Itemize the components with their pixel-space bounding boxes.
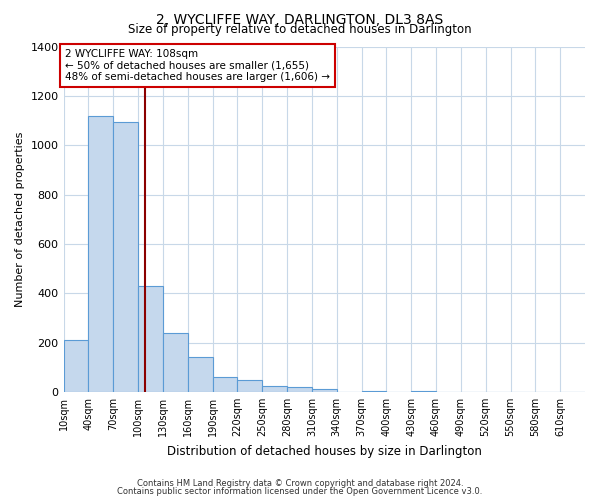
Bar	[163, 332, 188, 392]
Text: 2, WYCLIFFE WAY, DARLINGTON, DL3 8AS: 2, WYCLIFFE WAY, DARLINGTON, DL3 8AS	[157, 12, 443, 26]
Bar	[362, 390, 386, 392]
Bar	[88, 116, 113, 392]
Bar	[312, 390, 337, 392]
Text: Contains HM Land Registry data © Crown copyright and database right 2024.: Contains HM Land Registry data © Crown c…	[137, 478, 463, 488]
Bar	[411, 390, 436, 392]
Bar	[262, 386, 287, 392]
Bar	[212, 377, 238, 392]
Y-axis label: Number of detached properties: Number of detached properties	[15, 132, 25, 307]
Text: Contains public sector information licensed under the Open Government Licence v3: Contains public sector information licen…	[118, 487, 482, 496]
Bar	[138, 286, 163, 392]
Bar	[188, 358, 212, 392]
Text: 2 WYCLIFFE WAY: 108sqm
← 50% of detached houses are smaller (1,655)
48% of semi-: 2 WYCLIFFE WAY: 108sqm ← 50% of detached…	[65, 49, 330, 82]
Bar	[287, 387, 312, 392]
Bar	[238, 380, 262, 392]
X-axis label: Distribution of detached houses by size in Darlington: Distribution of detached houses by size …	[167, 444, 482, 458]
Bar	[113, 122, 138, 392]
Bar	[64, 340, 88, 392]
Text: Size of property relative to detached houses in Darlington: Size of property relative to detached ho…	[128, 22, 472, 36]
